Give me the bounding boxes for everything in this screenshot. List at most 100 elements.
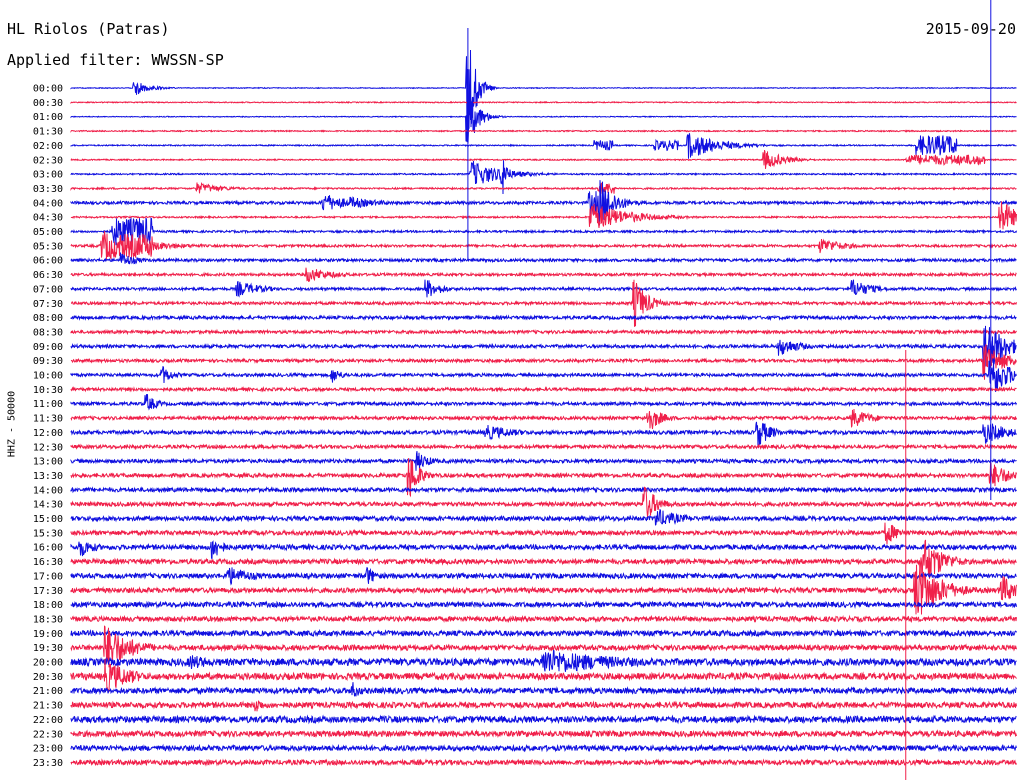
row-time-label: 22:00 bbox=[33, 715, 63, 726]
row-time-label: 06:30 bbox=[33, 270, 63, 281]
trace-row-0000 bbox=[70, 49, 1017, 144]
row-time-label: 17:30 bbox=[33, 586, 63, 597]
trace-row-1800 bbox=[70, 600, 1017, 610]
row-time-label: 18:00 bbox=[33, 600, 63, 611]
trace-row-0900 bbox=[70, 325, 1017, 375]
trace-row-0600 bbox=[70, 252, 1017, 265]
row-time-label: 21:30 bbox=[33, 701, 63, 712]
trace-row-0700 bbox=[70, 279, 1017, 298]
trace-group bbox=[70, 0, 1017, 780]
trace-row-1430 bbox=[70, 486, 1017, 518]
station-title: HL Riolos (Patras) bbox=[7, 20, 170, 38]
trace-row-2200 bbox=[70, 714, 1017, 725]
trace-row-1830 bbox=[70, 614, 1017, 624]
row-time-label: 23:00 bbox=[33, 744, 63, 755]
row-time-label: 01:00 bbox=[33, 112, 63, 123]
row-time-label: 16:30 bbox=[33, 557, 63, 568]
row-time-label: 02:00 bbox=[33, 141, 63, 152]
row-time-label: 14:30 bbox=[33, 500, 63, 511]
date-label: 2015-09-20 bbox=[925, 20, 1016, 38]
trace-row-1300 bbox=[70, 451, 1017, 471]
row-time-label: 05:00 bbox=[33, 227, 63, 238]
row-time-label: 09:00 bbox=[33, 342, 63, 353]
row-time-label: 21:00 bbox=[33, 686, 63, 697]
trace-row-2030 bbox=[70, 658, 1017, 693]
row-time-label: 10:00 bbox=[33, 371, 63, 382]
trace-row-0100 bbox=[70, 93, 1017, 142]
trace-row-0200 bbox=[70, 133, 1017, 159]
trace-row-0530 bbox=[70, 231, 1017, 260]
trace-row-0300 bbox=[70, 160, 1017, 195]
trace-row-2230 bbox=[70, 729, 1017, 739]
filter-label: Applied filter: WWSSN-SP bbox=[7, 51, 224, 69]
trace-row-0930 bbox=[70, 344, 1017, 380]
row-label-group: 00:00 00:30 01:00 01:30 02:00 02:30 03:00 03:30… bbox=[33, 84, 63, 769]
trace-row-2300 bbox=[70, 743, 1017, 753]
row-time-label: 18:30 bbox=[33, 614, 63, 625]
trace-row-1330 bbox=[70, 458, 1017, 498]
row-time-label: 20:30 bbox=[33, 672, 63, 683]
trace-row-1900 bbox=[70, 628, 1017, 638]
trace-row-1200 bbox=[70, 421, 1017, 448]
row-time-label: 08:00 bbox=[33, 313, 63, 324]
row-time-label: 19:00 bbox=[33, 629, 63, 640]
row-time-label: 11:30 bbox=[33, 414, 63, 425]
trace-row-0400 bbox=[70, 180, 1017, 226]
row-time-label: 02:30 bbox=[33, 155, 63, 166]
row-time-label: 05:30 bbox=[33, 241, 63, 252]
trace-row-0500 bbox=[70, 217, 1017, 246]
row-time-label: 09:30 bbox=[33, 356, 63, 367]
trace-row-0130 bbox=[70, 129, 1017, 133]
row-time-label: 03:30 bbox=[33, 184, 63, 195]
trace-row-0030 bbox=[70, 100, 1017, 105]
row-time-label: 08:30 bbox=[33, 327, 63, 338]
row-time-label: 13:00 bbox=[33, 457, 63, 468]
trace-row-0230 bbox=[70, 149, 1017, 169]
row-time-label: 12:30 bbox=[33, 442, 63, 453]
trace-row-0430 bbox=[70, 201, 1017, 230]
trace-row-1500 bbox=[70, 508, 1017, 526]
trace-row-1030 bbox=[70, 385, 1017, 393]
trace-row-1130 bbox=[70, 408, 1017, 430]
row-time-label: 14:00 bbox=[33, 485, 63, 496]
row-time-label: 19:30 bbox=[33, 643, 63, 654]
row-time-label: 11:00 bbox=[33, 399, 63, 410]
trace-row-1530 bbox=[70, 522, 1017, 545]
trace-row-0630 bbox=[70, 267, 1017, 282]
trace-row-1600 bbox=[70, 540, 1017, 560]
trace-row-0730 bbox=[71, 279, 1017, 327]
row-time-label: 04:30 bbox=[33, 213, 63, 224]
row-time-label: 00:00 bbox=[33, 84, 63, 95]
trace-row-0330 bbox=[70, 181, 1017, 194]
trace-row-1730 bbox=[70, 564, 1017, 615]
trace-row-0830 bbox=[70, 328, 1017, 336]
trace-row-1230 bbox=[70, 443, 1017, 451]
trace-row-2100 bbox=[70, 682, 1017, 697]
trace-row-0800 bbox=[70, 314, 1017, 322]
row-time-label: 15:30 bbox=[33, 528, 63, 539]
row-time-label: 20:00 bbox=[33, 658, 63, 669]
trace-row-1930 bbox=[70, 625, 1017, 668]
row-time-label: 13:30 bbox=[33, 471, 63, 482]
trace-row-1700 bbox=[70, 566, 1017, 586]
row-time-label: 16:00 bbox=[33, 543, 63, 554]
trace-row-1630 bbox=[70, 539, 1017, 587]
trace-row-2130 bbox=[70, 700, 1017, 712]
row-time-label: 04:00 bbox=[33, 198, 63, 209]
trace-row-2000 bbox=[70, 649, 1017, 672]
row-time-label: 07:30 bbox=[33, 299, 63, 310]
row-time-label: 15:00 bbox=[33, 514, 63, 525]
row-time-label: 01:30 bbox=[33, 127, 63, 138]
row-time-label: 10:30 bbox=[33, 385, 63, 396]
trace-row-1100 bbox=[70, 394, 1017, 411]
row-time-label: 23:30 bbox=[33, 758, 63, 769]
row-time-label: 17:00 bbox=[33, 571, 63, 582]
trace-row-2330 bbox=[70, 758, 1017, 767]
row-time-label: 22:30 bbox=[33, 729, 63, 740]
row-time-label: 12:00 bbox=[33, 428, 63, 439]
row-time-label: 07:00 bbox=[33, 284, 63, 295]
trace-row-1400 bbox=[70, 486, 1017, 494]
trace-row-1000 bbox=[70, 360, 1017, 392]
row-time-label: 03:00 bbox=[33, 170, 63, 181]
